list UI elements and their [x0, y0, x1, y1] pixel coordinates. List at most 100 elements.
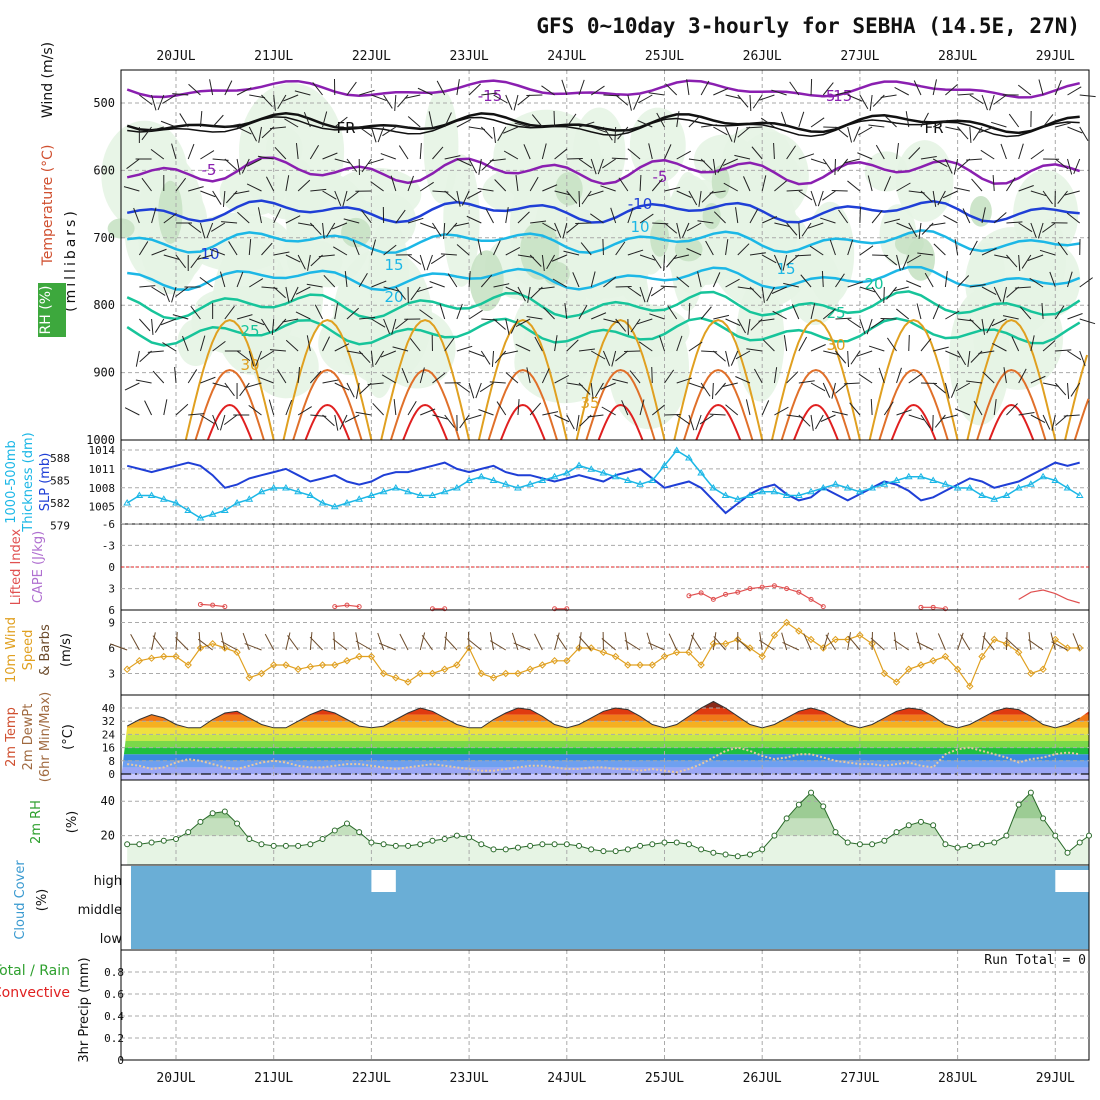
wind-barb [725, 318, 741, 326]
temp-tick: 0 [108, 768, 115, 781]
wind-barb [621, 400, 629, 416]
wind10-barb [554, 632, 560, 651]
wind-barb [478, 409, 494, 416]
wind-barb [358, 350, 371, 364]
wind-barb [1067, 158, 1073, 175]
wind-barb [151, 248, 167, 256]
wind-barb [417, 87, 433, 96]
wind-barb [152, 370, 165, 384]
wind-barb [479, 382, 494, 393]
wind-barb [786, 414, 803, 418]
wind10-barb [713, 636, 726, 651]
isotherm-arch [683, 368, 754, 441]
wind-barb [444, 112, 452, 128]
wind-barb [590, 158, 597, 175]
wind10-marker [782, 618, 791, 627]
bottom-date-label: 28JUL [938, 1071, 977, 1086]
wind-barb [151, 207, 157, 224]
rh-shade [716, 147, 801, 204]
wind10-barb [355, 632, 360, 651]
wind10-marker [941, 652, 950, 661]
cloud-cover-panel: high middle low Cloud Cover (%) [13, 860, 1100, 951]
wind-barb [966, 380, 983, 384]
lifted-marker [710, 596, 716, 602]
wind10-line [126, 621, 1080, 688]
rh-shade [482, 169, 544, 213]
wind-barb [847, 350, 850, 368]
lifted-marker [210, 602, 216, 608]
thickness-marker [978, 491, 986, 498]
isotherm-label: -15 [478, 87, 503, 105]
wind-barb [798, 222, 801, 240]
wind-barb [225, 190, 238, 204]
wind-barb [896, 254, 901, 271]
wind-barb [371, 318, 386, 328]
wind-barb [870, 318, 885, 329]
thickness-marker [868, 484, 876, 491]
wind-barb [1000, 143, 1007, 160]
wind-barb [591, 126, 607, 133]
rh-marker [759, 846, 766, 853]
wind10-marker [440, 665, 449, 673]
rh-marker [1052, 832, 1059, 839]
wind-barb [175, 403, 189, 416]
wind10-marker [172, 652, 180, 661]
thickness-marker [453, 484, 461, 491]
wind-barb [943, 215, 958, 224]
top-date-label: 29JUL [1036, 49, 1075, 64]
wind-barb [676, 276, 690, 288]
wind10-marker [306, 662, 315, 671]
wind-barb [615, 350, 629, 362]
upper-ylabels: Wind (m/s) Temperature (°C) (millibars) RH … [38, 42, 79, 337]
precip-panel: 0.8 0.6 0.4 0.2 0 Run Total = 0 3hr Precip (mm… [0, 949, 1090, 1067]
wind-barb [578, 158, 593, 169]
wind-barb [869, 94, 873, 111]
cloud-level-label: high [94, 874, 122, 889]
wind-barb [837, 158, 849, 172]
wind-barb [667, 305, 678, 320]
wind-barb [554, 414, 570, 423]
lifted-marker [332, 604, 338, 610]
slp-tick: 1008 [89, 482, 116, 495]
wind10-barb [712, 632, 717, 651]
wind-barb [981, 247, 997, 256]
bottom-date-label: 24JUL [547, 1071, 586, 1086]
thickness-marker [623, 476, 632, 483]
wind-barb [139, 94, 153, 106]
wind-barb [752, 94, 763, 109]
wind-barb [265, 176, 275, 192]
wind-barb [1079, 318, 1096, 325]
lifted-tick: 0 [108, 561, 115, 574]
wind-barb [880, 317, 897, 320]
wind10-barb [915, 632, 922, 651]
wind-barb [773, 142, 775, 160]
wind-barb [932, 119, 948, 128]
rh-marker [124, 841, 131, 848]
isotherm-arch [304, 403, 351, 441]
thickness-marker [746, 491, 754, 498]
wind-barb [823, 350, 839, 356]
wind-barb [953, 158, 959, 175]
wind-barb [298, 222, 314, 227]
rh-legend-swatch [38, 283, 66, 337]
wind-barb [820, 217, 836, 224]
wind10-marker [795, 627, 803, 635]
wind-barb [688, 302, 691, 320]
top-date-label: 22JUL [352, 49, 391, 64]
isotherm-arch [1073, 398, 1090, 441]
thickness-marker [843, 484, 852, 491]
wind-barb [587, 414, 604, 418]
rh-marker [282, 842, 289, 849]
wind-barb [578, 304, 588, 320]
wind-barb [665, 83, 678, 96]
rh-marker [991, 839, 998, 846]
wind-barb [993, 286, 1002, 302]
rh-tick: 40 [101, 794, 115, 808]
wind-barb [383, 244, 397, 256]
wind-barb [331, 222, 348, 230]
rh-marker [136, 841, 143, 848]
isotherm-arch [780, 368, 852, 441]
wind-barb [246, 183, 262, 192]
wind10-marker [355, 652, 363, 661]
wind-barb [245, 382, 262, 388]
